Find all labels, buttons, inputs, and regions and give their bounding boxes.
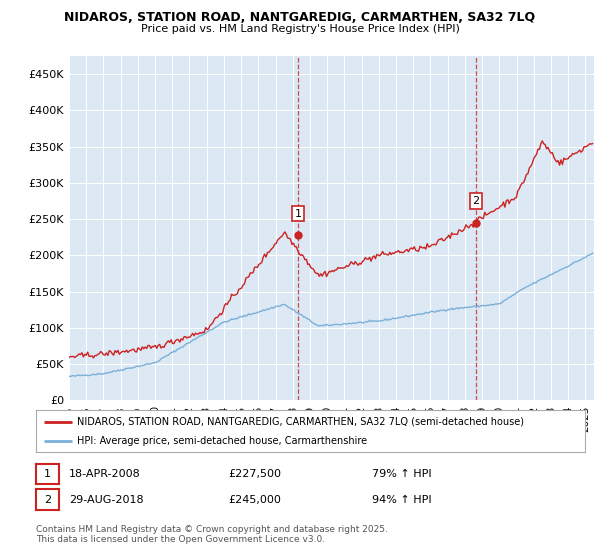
Text: Price paid vs. HM Land Registry's House Price Index (HPI): Price paid vs. HM Land Registry's House … xyxy=(140,24,460,34)
Text: NIDAROS, STATION ROAD, NANTGAREDIG, CARMARTHEN, SA32 7LQ: NIDAROS, STATION ROAD, NANTGAREDIG, CARM… xyxy=(64,11,536,24)
Text: 2: 2 xyxy=(473,196,479,206)
Text: 18-APR-2008: 18-APR-2008 xyxy=(69,469,141,479)
Text: HPI: Average price, semi-detached house, Carmarthenshire: HPI: Average price, semi-detached house,… xyxy=(77,436,367,446)
Text: £245,000: £245,000 xyxy=(228,494,281,505)
Text: NIDAROS, STATION ROAD, NANTGAREDIG, CARMARTHEN, SA32 7LQ (semi-detached house): NIDAROS, STATION ROAD, NANTGAREDIG, CARM… xyxy=(77,417,524,427)
Text: £227,500: £227,500 xyxy=(228,469,281,479)
Text: 1: 1 xyxy=(295,209,301,219)
Text: 94% ↑ HPI: 94% ↑ HPI xyxy=(372,494,431,505)
Text: 29-AUG-2018: 29-AUG-2018 xyxy=(69,494,143,505)
Text: 79% ↑ HPI: 79% ↑ HPI xyxy=(372,469,431,479)
Text: 1: 1 xyxy=(44,469,51,479)
Text: 2: 2 xyxy=(44,494,51,505)
Text: Contains HM Land Registry data © Crown copyright and database right 2025.
This d: Contains HM Land Registry data © Crown c… xyxy=(36,525,388,544)
